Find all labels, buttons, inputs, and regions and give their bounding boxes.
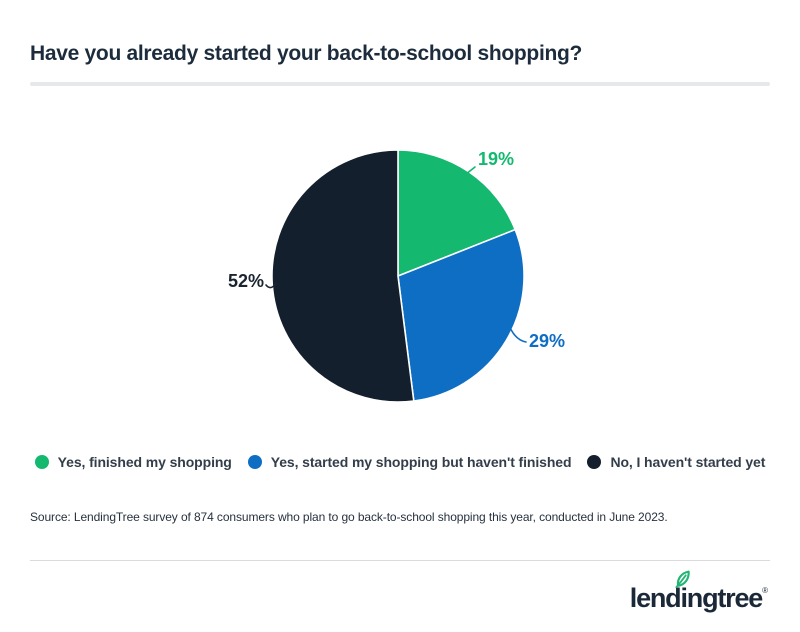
- pie-slice-1: [397, 228, 525, 402]
- logo-text: lendingtree®: [630, 585, 768, 612]
- slice-connector-1: [506, 321, 527, 343]
- slice-connector-2: [265, 282, 277, 289]
- legend-swatch-icon: [587, 455, 602, 469]
- slice-value-label-0: 19%: [478, 149, 514, 169]
- legend-item-1: Yes, started my shopping but haven't fin…: [247, 454, 572, 470]
- leaf-icon: [675, 570, 690, 588]
- legend-item-2: No, I haven't started yet: [587, 454, 765, 470]
- chart-legend: Yes, finished my shopping Yes, started my…: [0, 454, 800, 470]
- slice-value-label-2: 52%: [228, 271, 264, 291]
- footer-divider: [30, 560, 770, 561]
- legend-label: Yes, started my shopping but haven't fin…: [270, 454, 572, 470]
- page-title: Have you already started your back-to-sc…: [30, 42, 583, 65]
- pie-chart: 19% 29% 52%: [228, 149, 565, 403]
- slice-connector-0: [455, 166, 476, 183]
- registered-mark: ®: [762, 586, 768, 595]
- slice-value-label-1: 29%: [529, 331, 565, 351]
- lendingtree-logo: lendingtree®: [630, 570, 768, 622]
- source-text: Source: LendingTree survey of 874 consum…: [30, 510, 668, 524]
- logo-wordmark: lendingtree: [629, 583, 764, 613]
- title-divider: [30, 82, 770, 86]
- legend-item-0: Yes, finished my shopping: [34, 454, 232, 470]
- legend-label: No, I haven't started yet: [610, 454, 766, 470]
- legend-swatch-icon: [34, 455, 49, 469]
- legend-label: Yes, finished my shopping: [57, 454, 232, 470]
- legend-swatch-icon: [247, 455, 262, 469]
- pie-slice-2: [271, 149, 415, 403]
